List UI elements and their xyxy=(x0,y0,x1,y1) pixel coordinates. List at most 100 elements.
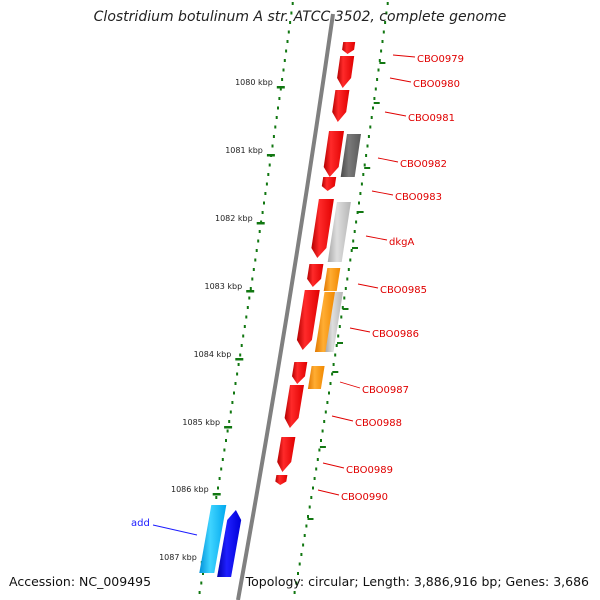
inner-track-dots xyxy=(236,372,239,376)
outer-track-dots xyxy=(350,249,353,252)
inner-track-dots xyxy=(220,467,223,471)
inner-track-dots xyxy=(286,40,289,43)
outer-track-dots xyxy=(338,325,341,328)
outer-track-dots xyxy=(335,344,338,347)
gene-label: CBO0990 xyxy=(341,492,388,503)
cog-box xyxy=(307,366,325,389)
kbp-tick-mark xyxy=(235,358,244,361)
outer-track-dots xyxy=(331,372,334,376)
outer-track-dots xyxy=(318,448,321,452)
outer-track-dots xyxy=(293,591,296,594)
gene-label: CBO0980 xyxy=(413,79,460,90)
outer-track-dots xyxy=(366,144,369,148)
outer-track-dots xyxy=(376,78,379,81)
track-boundary-mark xyxy=(364,167,371,169)
inner-track-dots xyxy=(217,486,219,490)
gene-leader-line xyxy=(331,415,354,422)
gene-arrow xyxy=(296,290,320,350)
outer-track-dots xyxy=(344,287,347,290)
gene-arrow xyxy=(321,177,337,191)
inner-track-dots xyxy=(233,391,235,395)
outer-track-dots xyxy=(341,306,344,309)
gene-leader-line xyxy=(357,283,379,289)
inner-track-dots xyxy=(265,182,268,186)
gene-leader-line xyxy=(365,235,388,241)
inner-track-dots xyxy=(290,11,293,15)
dotted-tracks xyxy=(198,2,389,594)
add-gene-label: add xyxy=(131,518,150,529)
outer-track-dots xyxy=(308,505,311,509)
inner-track-dots xyxy=(285,49,288,53)
inner-track-dots xyxy=(291,2,294,5)
outer-track-dots xyxy=(362,173,365,176)
outer-track-dots xyxy=(385,11,388,15)
outer-track-dots xyxy=(343,296,346,300)
outer-track-dots xyxy=(302,543,305,547)
inner-track-dots xyxy=(258,230,261,233)
gene-label: CBO0985 xyxy=(380,285,427,296)
gene-label: CBO0979 xyxy=(417,54,464,65)
outer-track-dots xyxy=(382,30,385,34)
outer-track-dots xyxy=(347,268,350,271)
inner-track-dots xyxy=(200,581,203,585)
gene-leader-line xyxy=(392,54,416,58)
cog-box xyxy=(325,292,343,352)
inner-track-dots xyxy=(277,106,279,110)
outer-track-dots xyxy=(346,277,349,281)
gene-label: dkgA xyxy=(389,237,414,248)
inner-track-dots xyxy=(218,477,221,480)
outer-track-dots xyxy=(324,410,327,414)
track-boundary-mark xyxy=(373,102,380,104)
inner-track-dots xyxy=(278,97,281,100)
genome-backbone xyxy=(236,13,335,600)
outer-track-dots xyxy=(313,477,316,480)
track-boundary-mark xyxy=(357,211,364,213)
outer-track-dots xyxy=(332,363,335,366)
kbp-tick-mark xyxy=(212,493,221,496)
inner-track-dots xyxy=(237,363,240,366)
gene-leader-line xyxy=(322,462,345,469)
outer-track-dots xyxy=(378,59,381,62)
gene-arrow xyxy=(275,475,288,485)
gene-arrow xyxy=(307,264,324,287)
outer-track-dots xyxy=(358,201,360,205)
gene-label: CBO0982 xyxy=(400,159,447,170)
inner-track-dots xyxy=(249,287,252,290)
kbp-tick-mark xyxy=(256,222,265,225)
inner-track-dots xyxy=(255,249,258,252)
inner-track-dots xyxy=(263,201,265,205)
gene-arrow xyxy=(342,42,356,54)
inner-track-dots xyxy=(245,315,248,319)
kbp-tick-label: 1086 kbp xyxy=(171,485,209,494)
inner-track-dots xyxy=(264,192,267,195)
outer-track-dots xyxy=(295,581,298,585)
inner-track-dots xyxy=(234,382,237,385)
track-boundary-mark xyxy=(379,62,386,64)
inner-track-dots xyxy=(282,68,285,72)
inner-track-dots xyxy=(239,353,242,357)
gene-leader-line xyxy=(371,190,394,196)
outer-track-dots xyxy=(372,106,374,110)
kbp-tick-mark xyxy=(266,154,275,157)
kbp-tick-label: 1080 kbp xyxy=(235,78,273,87)
inner-track-dots xyxy=(252,268,255,271)
outer-track-dots xyxy=(374,87,377,91)
track-boundary-mark xyxy=(307,518,314,520)
accession-text: Accession: NC_009495 xyxy=(9,574,152,589)
inner-track-dots xyxy=(221,458,224,461)
kbp-tick-label: 1083 kbp xyxy=(204,282,242,291)
outer-track-dots xyxy=(305,524,308,528)
outer-track-dots xyxy=(303,534,306,537)
gene-labels: CBO0979 CBO0980 CBO0981 CBO0982 CBO0983 dkgA C… xyxy=(131,54,464,536)
inner-track-dots xyxy=(287,30,290,34)
track-boundary-mark xyxy=(332,371,339,373)
outer-track-dots xyxy=(328,391,330,395)
gene-arrow xyxy=(337,56,355,88)
kbp-tick-label: 1082 kbp xyxy=(215,214,253,223)
outer-track-dots xyxy=(321,429,324,433)
gene-features xyxy=(199,42,361,577)
gene-arrow xyxy=(332,90,350,122)
inner-track-dots xyxy=(254,258,257,262)
outer-track-dots xyxy=(367,135,370,138)
